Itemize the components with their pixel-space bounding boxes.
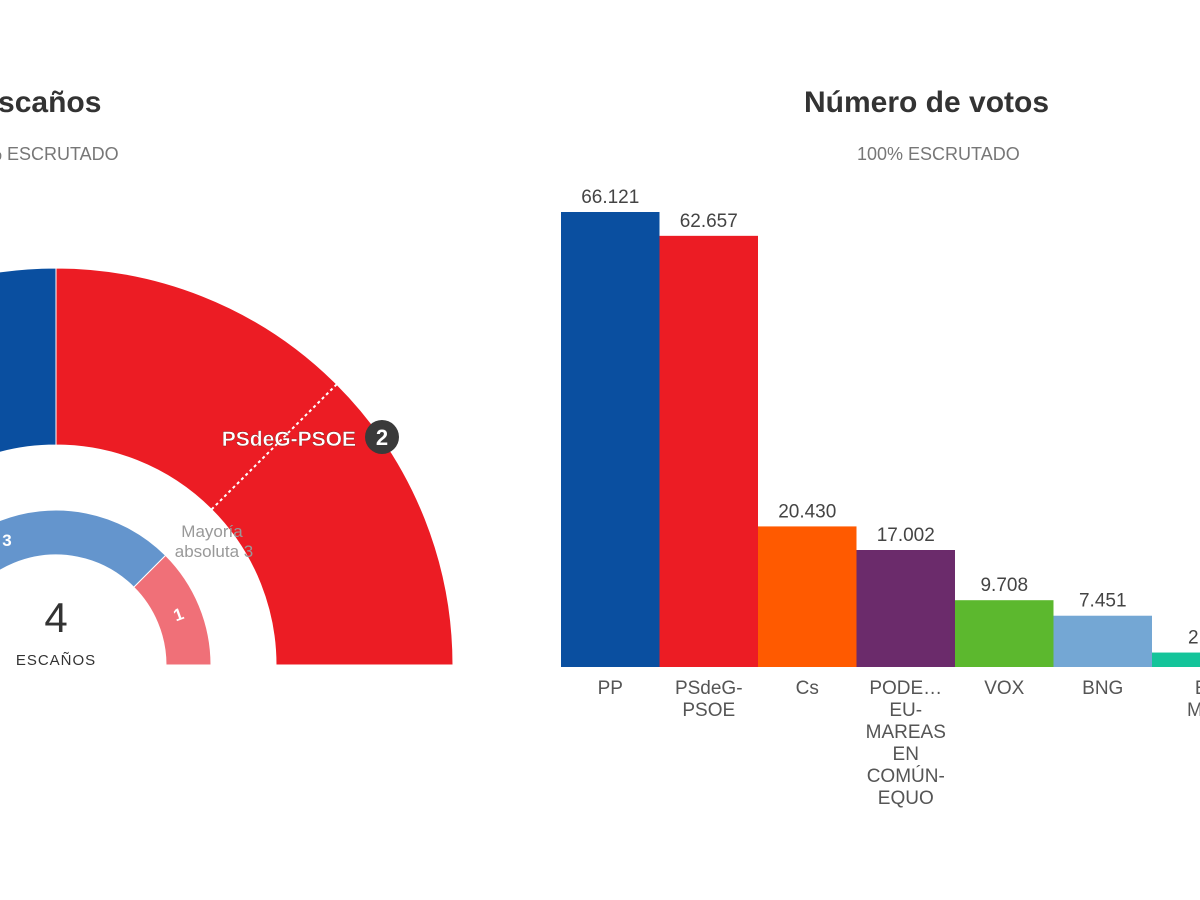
bar-4 (955, 600, 1054, 667)
bar-value-label-2: 20.430 (778, 501, 836, 522)
x-tick-label-1-line-1: PSOE (682, 700, 735, 721)
outer-ring-label-psoe: PSdeG-PSOE (222, 428, 356, 451)
bar-value-label-4: 9.708 (980, 575, 1028, 596)
seat-count-badge (365, 420, 399, 454)
x-tick-label-5-line-0: BNG (1082, 678, 1123, 699)
outer-ring-segment-0 (0, 267, 57, 453)
bar-1 (659, 235, 758, 667)
bar-5 (1053, 615, 1152, 667)
x-tick-label-3-line-2: MAREAS (866, 722, 946, 743)
seat-count-badge-text: 2 (376, 425, 388, 450)
x-tick-label-1-line-0: PSdeG- (675, 678, 743, 699)
votes-chart-subtitle: 100% ESCRUTADO (857, 144, 1020, 164)
seats-chart-title: Escaños (0, 86, 102, 119)
x-tick-label-3-line-0: PODE… (869, 678, 942, 699)
x-tick-label-4-line-0: VOX (984, 678, 1024, 699)
x-tick-label-3-line-4: COMÚN- (867, 765, 945, 787)
bar-value-label-1: 62.657 (680, 211, 738, 232)
x-tick-label-3-line-1: EU- (889, 700, 922, 721)
x-tick-label-3-line-5: EQUO (878, 788, 934, 809)
majority-label-line1: Mayoría (181, 522, 243, 541)
x-tick-label-2-line-0: Cs (796, 678, 819, 699)
votes-chart-title: Número de votos (804, 86, 1050, 119)
seats-chart-subtitle: % ESCRUTADO (0, 144, 119, 164)
x-tick-label-6-line-0: E (1195, 678, 1200, 699)
x-tick-label-3-line-3: EN (893, 744, 919, 765)
total-seats-label: ESCAÑOS (16, 652, 96, 669)
inner-ring-segment-0 (0, 509, 167, 588)
x-tick-label-0-line-0: PP (598, 678, 623, 699)
total-seats-number: 4 (44, 594, 67, 641)
bar-0 (561, 212, 660, 667)
majority-label-line2: absoluta 3 (175, 542, 253, 561)
bar-value-label-3: 17.002 (877, 525, 935, 546)
inner-ring-label-3: 3 (2, 531, 11, 550)
bar-value-label-0: 66.121 (581, 187, 639, 208)
x-tick-label-6-line-1: MA (1187, 700, 1200, 721)
bar-value-label-6: 2.1 (1188, 628, 1200, 649)
bar-6 (1152, 652, 1200, 667)
inner-ring-segment-1 (133, 554, 212, 666)
inner-ring (0, 509, 212, 666)
bar-2 (758, 526, 857, 667)
bar-value-label-5: 7.451 (1079, 591, 1127, 612)
bar-3 (856, 550, 955, 667)
